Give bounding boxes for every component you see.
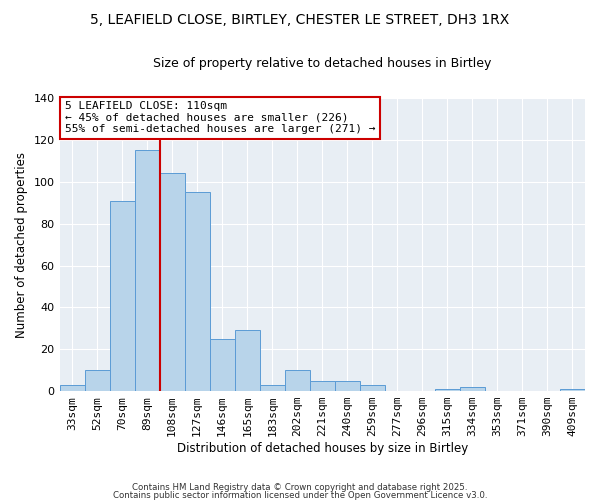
- Bar: [59, 385, 85, 391]
- Bar: [85, 370, 110, 391]
- Bar: [185, 192, 209, 391]
- Text: Contains public sector information licensed under the Open Government Licence v3: Contains public sector information licen…: [113, 491, 487, 500]
- Title: Size of property relative to detached houses in Birtley: Size of property relative to detached ho…: [153, 58, 491, 70]
- Text: 5, LEAFIELD CLOSE, BIRTLEY, CHESTER LE STREET, DH3 1RX: 5, LEAFIELD CLOSE, BIRTLEY, CHESTER LE S…: [91, 12, 509, 26]
- Bar: [285, 370, 310, 391]
- Text: Contains HM Land Registry data © Crown copyright and database right 2025.: Contains HM Land Registry data © Crown c…: [132, 484, 468, 492]
- Bar: [335, 380, 360, 391]
- Bar: [460, 387, 485, 391]
- Bar: [110, 200, 134, 391]
- Y-axis label: Number of detached properties: Number of detached properties: [15, 152, 28, 338]
- Bar: [435, 389, 460, 391]
- Bar: [134, 150, 160, 391]
- X-axis label: Distribution of detached houses by size in Birtley: Distribution of detached houses by size …: [176, 442, 468, 455]
- Bar: [260, 385, 285, 391]
- Bar: [310, 380, 335, 391]
- Bar: [160, 174, 185, 391]
- Text: 5 LEAFIELD CLOSE: 110sqm
← 45% of detached houses are smaller (226)
55% of semi-: 5 LEAFIELD CLOSE: 110sqm ← 45% of detach…: [65, 101, 375, 134]
- Bar: [360, 385, 385, 391]
- Bar: [560, 389, 585, 391]
- Bar: [209, 339, 235, 391]
- Bar: [235, 330, 260, 391]
